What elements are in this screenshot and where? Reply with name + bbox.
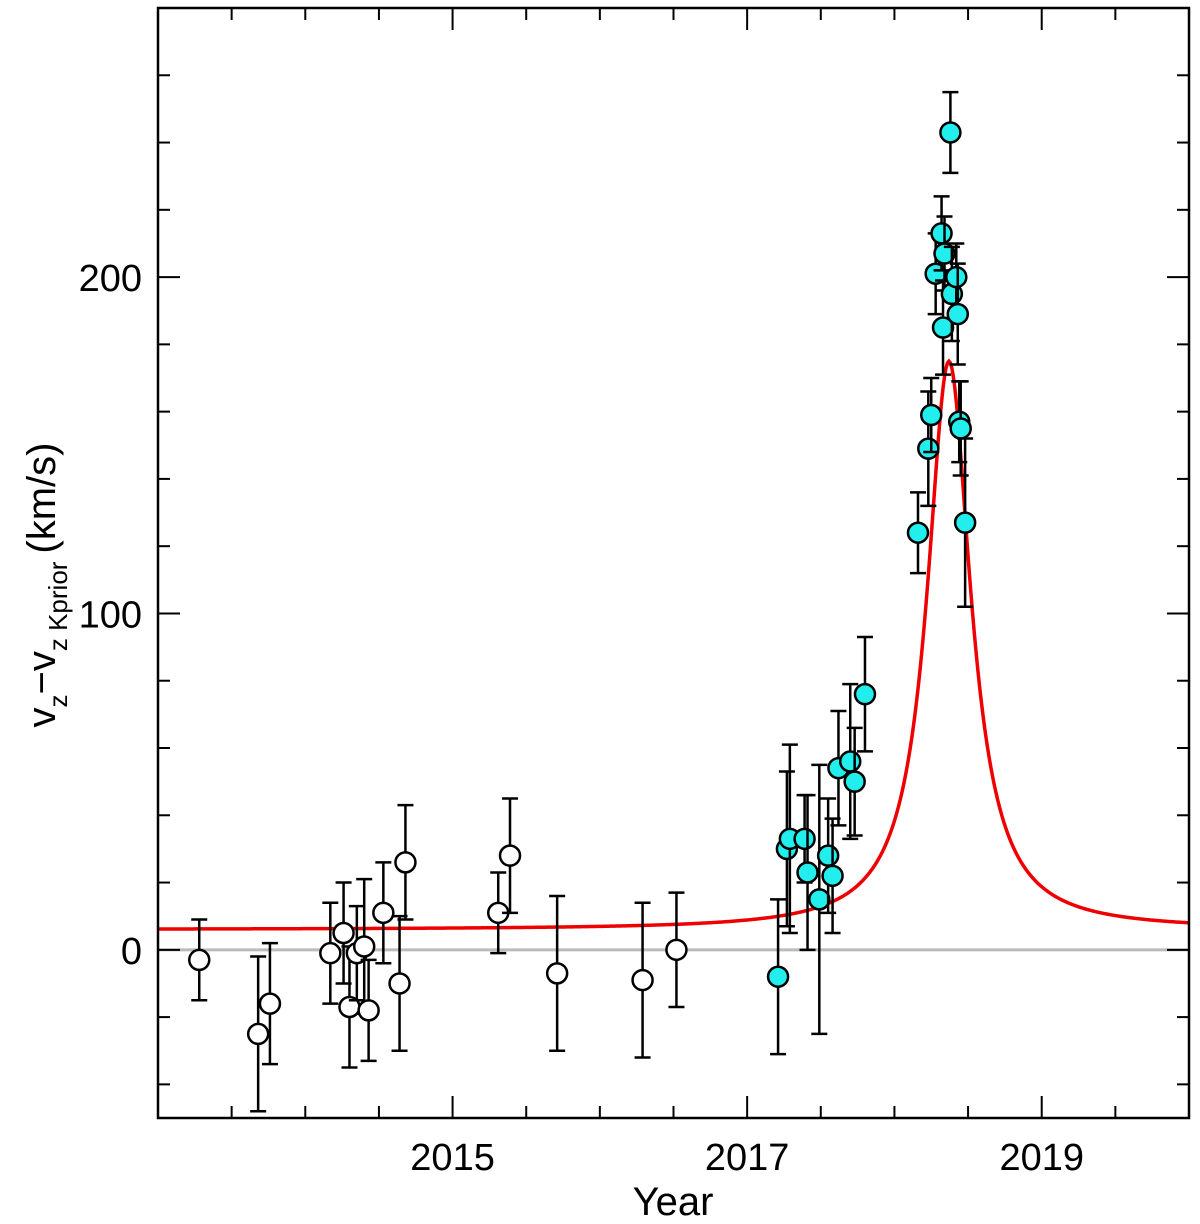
data-point-group [946,262,970,366]
data-point-group [796,793,819,952]
x-tick-label: 2019 [999,1137,1084,1179]
data-point [853,682,877,706]
data-point [939,121,962,144]
data-point-group [906,491,930,575]
data-point [258,992,282,1015]
data-point [930,222,953,245]
data-point-group [332,881,355,985]
data-point [372,901,395,925]
data-point [352,935,376,958]
model-curve-line [158,358,1189,931]
data-point-group [808,763,831,1036]
data-point-group [319,901,342,1005]
data-point-group [394,803,417,921]
data-point [793,827,816,851]
data-point [187,948,211,972]
data-point-group [843,726,866,837]
data-point [665,938,688,962]
data-point [816,844,840,867]
x-tick-label: 2017 [705,1137,790,1179]
data-point-group [939,90,962,175]
data-point-group [246,955,270,1113]
data-point [917,437,940,460]
data-point [920,403,943,427]
axis-ticks: 2015 2017 2019 0 100 200 [79,6,1191,1179]
data-point-group [372,861,395,965]
data-point [246,1022,270,1046]
data-point [332,921,355,945]
series-earlier [187,797,688,1113]
data-point [808,888,831,911]
data-point [394,851,417,874]
data-point-group [827,709,850,827]
data-point-group [187,918,211,1002]
data-point [357,999,380,1022]
data-point-group [665,891,688,1009]
data-point [796,861,819,884]
data-point [498,844,522,867]
y-title-v2: v [20,651,64,671]
data-point-group [853,635,877,753]
x-axis-title: Year [633,1180,714,1224]
data-point-group [920,376,943,454]
data-point-group [498,797,522,915]
y-tick-label: 0 [121,931,142,973]
data-point [388,972,411,995]
data-point [631,968,654,992]
y-axis-title: vz−vz Kprior(km/s) [20,442,73,727]
data-point [933,242,956,265]
data-point [946,302,970,326]
data-point-group [388,914,411,1052]
data-point [545,962,569,985]
data-point [766,965,790,988]
data-point-group [945,242,968,312]
data-point-group [631,901,654,1059]
data-point-group [545,894,569,1052]
plot-area [158,90,1189,1113]
series-recent [766,90,977,1056]
data-point-group [766,898,790,1056]
x-tick-label: 2015 [410,1137,495,1179]
data-point [319,941,342,965]
y-title-minus: − [20,671,64,694]
y-tick-label: 100 [79,594,142,636]
data-point-group [821,817,844,935]
y-title-units: (km/s) [20,442,64,553]
data-point-group [838,682,862,841]
y-tick-label: 200 [79,258,142,300]
data-point-group [258,941,282,1066]
data-point [838,750,862,773]
y-title-sub2: z Kprior [43,561,73,651]
data-point [821,864,844,888]
data-point-group [953,437,977,608]
axis-labels: Year vz−vz Kprior(km/s) [20,442,713,1224]
data-point-group [357,958,380,1063]
data-point [906,521,930,544]
y-title-sub1: z [43,695,73,708]
data-point [945,265,968,289]
svg-text:vz−vz Kprior(km/s): vz−vz Kprior(km/s) [20,442,73,727]
data-point [953,511,977,534]
data-point [949,417,972,440]
data-point [843,770,866,793]
y-title-v1: v [20,708,64,728]
